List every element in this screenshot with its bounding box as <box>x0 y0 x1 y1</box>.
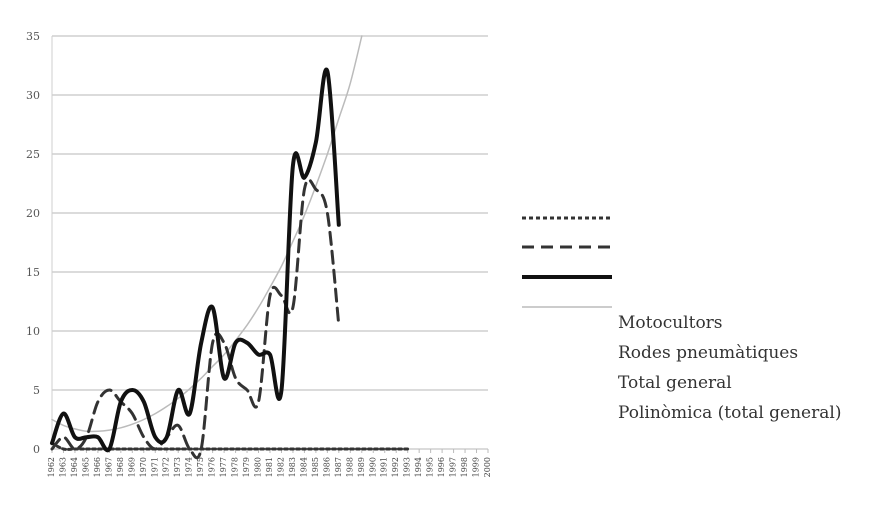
x-tick-label: 1977 <box>219 457 228 477</box>
x-tick-label: 1976 <box>208 457 217 477</box>
x-tick-label: 1971 <box>150 457 159 477</box>
grid-layer <box>51 35 488 450</box>
y-tick-label: 35 <box>26 30 40 43</box>
x-tick-label: 1972 <box>162 457 171 477</box>
x-axis: 1962 1963 1964 1965 1966 1967 1968 1969 1970 1971… <box>47 449 492 477</box>
y-tick-label: 5 <box>33 384 40 397</box>
x-tick-label: 1989 <box>357 457 366 477</box>
x-tick-label: 1994 <box>414 457 423 477</box>
x-tick-label: 1991 <box>380 457 389 477</box>
x-tick-label: 1988 <box>345 457 354 477</box>
legend-label-motocultors: Motocultors <box>618 313 723 333</box>
x-tick-label: 1967 <box>104 457 113 477</box>
x-tick-label: 1966 <box>93 457 102 477</box>
x-tick-label: 1975 <box>196 457 205 477</box>
x-tick-label: 1983 <box>288 457 297 477</box>
x-tick-label: 1981 <box>265 457 274 477</box>
x-tick-label: 1965 <box>81 457 90 477</box>
y-tick-label: 30 <box>26 89 40 102</box>
y-tick-label: 15 <box>26 266 40 279</box>
x-tick-label: 1978 <box>231 457 240 477</box>
series-line-1 <box>50 178 341 460</box>
series-line-3 <box>51 35 363 433</box>
x-tick-label: 1969 <box>127 457 136 477</box>
x-tick-label: 1986 <box>322 457 331 477</box>
x-tick-label: 1973 <box>173 457 182 477</box>
x-tick-label: 1998 <box>460 457 469 477</box>
x-tick-label: 1968 <box>116 457 125 477</box>
y-axis: 0 5 10 15 20 25 30 35 <box>26 30 40 456</box>
x-tick-label: 1982 <box>276 457 285 477</box>
x-tick-label: 1999 <box>472 457 481 477</box>
x-tick-label: 1974 <box>185 457 194 477</box>
y-tick-label: 0 <box>33 443 40 456</box>
x-tick-label: 2000 <box>483 457 492 477</box>
x-tick-label: 1963 <box>58 457 67 477</box>
x-tick-label: 1985 <box>311 457 320 477</box>
x-tick-label: 1964 <box>70 457 79 477</box>
x-tick-label: 1990 <box>368 457 377 477</box>
legend-label-polinomica: Polinòmica (total general) <box>618 403 841 423</box>
series-line-2 <box>50 67 341 453</box>
x-tick-label: 1984 <box>299 457 308 477</box>
x-tick-label: 1992 <box>391 457 400 477</box>
x-tick-label: 1987 <box>334 457 343 477</box>
x-tick-label: 1980 <box>254 457 263 477</box>
legend-label-total-general: Total general <box>618 373 732 393</box>
legend-label-rodes-pneumatiques: Rodes pneumàtiques <box>618 343 798 363</box>
x-tick-label: 1996 <box>437 457 446 477</box>
x-tick-label: 1997 <box>449 457 458 477</box>
series-layer <box>50 35 410 460</box>
y-tick-label: 20 <box>26 207 40 220</box>
legend: Motocultors Rodes pneumàtiques Total gen… <box>522 216 841 423</box>
x-tick-label: 1970 <box>139 457 148 477</box>
x-tick-label: 1995 <box>426 457 435 477</box>
y-tick-label: 25 <box>26 148 40 161</box>
x-tick-label: 1993 <box>403 457 412 477</box>
x-tick-label: 1962 <box>47 457 56 477</box>
y-tick-label: 10 <box>26 325 40 338</box>
x-tick-label: 1979 <box>242 457 251 477</box>
